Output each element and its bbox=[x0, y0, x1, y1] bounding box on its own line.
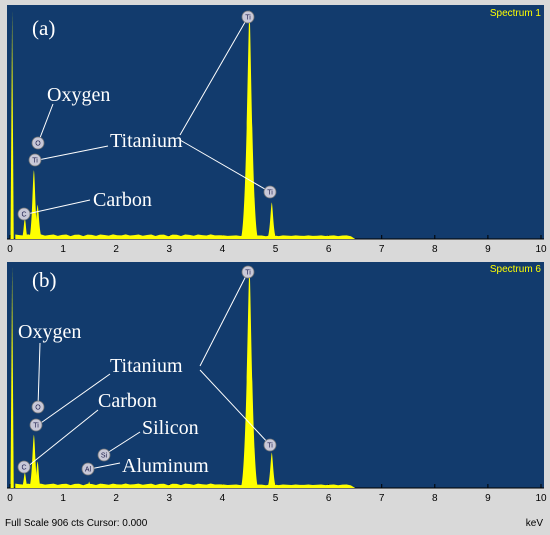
peak-marker-al-b: Al bbox=[81, 462, 95, 476]
peak-marker-ti-kb-a: Ti bbox=[263, 185, 277, 199]
titanium-leader-a-3 bbox=[179, 139, 271, 193]
titanium-leader-a-2 bbox=[179, 16, 249, 136]
carbon-label-a: Carbon bbox=[93, 189, 152, 211]
x-tick-label-a-2: 2 bbox=[113, 244, 119, 255]
peak-marker-c-b: C bbox=[17, 460, 31, 474]
oxygen-leader-b bbox=[37, 342, 41, 408]
spectrum-label-a: Spectrum 1 bbox=[490, 8, 542, 19]
x-tick-label-b-6: 6 bbox=[326, 493, 332, 504]
panel-b: 0 1 2 3 4 5 6 7 8 9 10 Spectrum 6 (b) Oxygen Titan… bbox=[7, 262, 547, 504]
svg-text:Ti: Ti bbox=[245, 270, 251, 277]
titanium-leader-b-1 bbox=[37, 373, 111, 426]
panel-letter-b: (b) bbox=[32, 268, 57, 292]
svg-text:Si: Si bbox=[101, 453, 108, 460]
x-ticks-b: 0 1 2 3 4 5 6 7 8 9 10 bbox=[7, 484, 547, 504]
aluminum-label-b: Aluminum bbox=[122, 455, 209, 477]
oxygen-leader-a bbox=[37, 103, 54, 144]
peak-c-a-0 bbox=[21, 218, 29, 239]
peak-marker-o-a: O bbox=[31, 136, 45, 150]
peak-ti-a-2 bbox=[28, 170, 39, 239]
carbon-label-b: Carbon bbox=[98, 390, 157, 412]
x-tick-label-b-10: 10 bbox=[535, 493, 547, 504]
x-tick-label-b-9: 9 bbox=[485, 493, 491, 504]
peak-al-b-3 bbox=[85, 481, 93, 488]
svg-text:Ti: Ti bbox=[32, 158, 38, 165]
carbon-leader-b bbox=[26, 409, 99, 468]
oxygen-label-a: Oxygen bbox=[47, 84, 110, 106]
carbon-leader-a bbox=[26, 199, 91, 215]
x-tick-label-b-0: 0 bbox=[7, 493, 13, 504]
svg-text:Al: Al bbox=[85, 467, 92, 474]
svg-text:Ti: Ti bbox=[33, 423, 39, 430]
svg-text:C: C bbox=[21, 465, 26, 472]
peak-ti-a-4 bbox=[266, 202, 277, 239]
titanium-leader-b-2 bbox=[199, 271, 249, 367]
peak-marker-ti-low-b: Ti bbox=[29, 418, 43, 432]
plot-area-a bbox=[7, 5, 544, 239]
plot-area-b bbox=[7, 262, 544, 488]
titanium-label-a: Titanium bbox=[110, 130, 183, 152]
x-tick-label-a-4: 4 bbox=[220, 244, 226, 255]
x-tick-label-a-10: 10 bbox=[535, 244, 547, 255]
x-tick-label-a-6: 6 bbox=[326, 244, 332, 255]
x-tick-label-b-2: 2 bbox=[113, 493, 119, 504]
x-tick-label-b-5: 5 bbox=[273, 493, 279, 504]
x-tick-label-a-1: 1 bbox=[60, 244, 66, 255]
peak-ti-a-3 bbox=[240, 10, 259, 239]
svg-text:O: O bbox=[35, 405, 41, 412]
titanium-label-b: Titanium bbox=[110, 355, 183, 377]
peak-c-b-0 bbox=[21, 472, 29, 488]
peak-marker-ti-main-b: Ti bbox=[241, 265, 255, 279]
titanium-leader-b-3 bbox=[199, 369, 271, 446]
peak-marker-ti-main-a: Ti bbox=[241, 10, 255, 24]
zero-energy-spike-a bbox=[10, 10, 14, 239]
silicon-label-b: Silicon bbox=[142, 417, 199, 439]
x-tick-label-b-8: 8 bbox=[432, 493, 438, 504]
spectrum-peaks-a bbox=[10, 10, 356, 239]
oxygen-label-b: Oxygen bbox=[18, 321, 81, 343]
x-tick-label-a-9: 9 bbox=[485, 244, 491, 255]
peak-marker-ti-low-a: Ti bbox=[28, 153, 42, 167]
panel-letter-a: (a) bbox=[32, 16, 55, 40]
peak-marker-ti-kb-b: Ti bbox=[263, 438, 277, 452]
x-tick-label-a-0: 0 bbox=[7, 244, 13, 255]
x-tick-label-a-8: 8 bbox=[432, 244, 438, 255]
x-tick-label-b-3: 3 bbox=[167, 493, 173, 504]
svg-text:Ti: Ti bbox=[267, 443, 273, 450]
svg-text:C: C bbox=[21, 212, 26, 219]
peak-marker-c-a: C bbox=[17, 207, 31, 221]
zero-energy-spike-b bbox=[10, 266, 14, 488]
aluminum-leader-b bbox=[89, 462, 121, 470]
peak-marker-si-b: Si bbox=[97, 448, 111, 462]
panel-a: 0 1 2 3 4 5 6 7 8 9 10 Spectrum 1 (a) Oxygen Titan… bbox=[7, 5, 547, 255]
status-full-scale: Full Scale 906 cts Cursor: 0.000 bbox=[5, 518, 148, 529]
silicon-leader-b bbox=[103, 431, 141, 456]
peak-si-b-4 bbox=[98, 483, 106, 488]
svg-text:Ti: Ti bbox=[267, 190, 273, 197]
spectrum-label-b: Spectrum 6 bbox=[490, 264, 542, 275]
peak-ti-b-5 bbox=[240, 266, 259, 488]
x-tick-label-b-7: 7 bbox=[379, 493, 385, 504]
x-tick-label-b-4: 4 bbox=[220, 493, 226, 504]
peak-ti-b-6 bbox=[266, 452, 277, 488]
status-unit: keV bbox=[526, 518, 544, 529]
svg-text:Ti: Ti bbox=[245, 15, 251, 22]
x-tick-label-b-1: 1 bbox=[60, 493, 66, 504]
x-tick-label-a-3: 3 bbox=[167, 244, 173, 255]
peak-marker-o-b: O bbox=[31, 400, 45, 414]
svg-text:O: O bbox=[35, 141, 41, 148]
x-tick-label-a-7: 7 bbox=[379, 244, 385, 255]
titanium-leader-a-1 bbox=[37, 145, 109, 161]
x-tick-label-a-5: 5 bbox=[273, 244, 279, 255]
